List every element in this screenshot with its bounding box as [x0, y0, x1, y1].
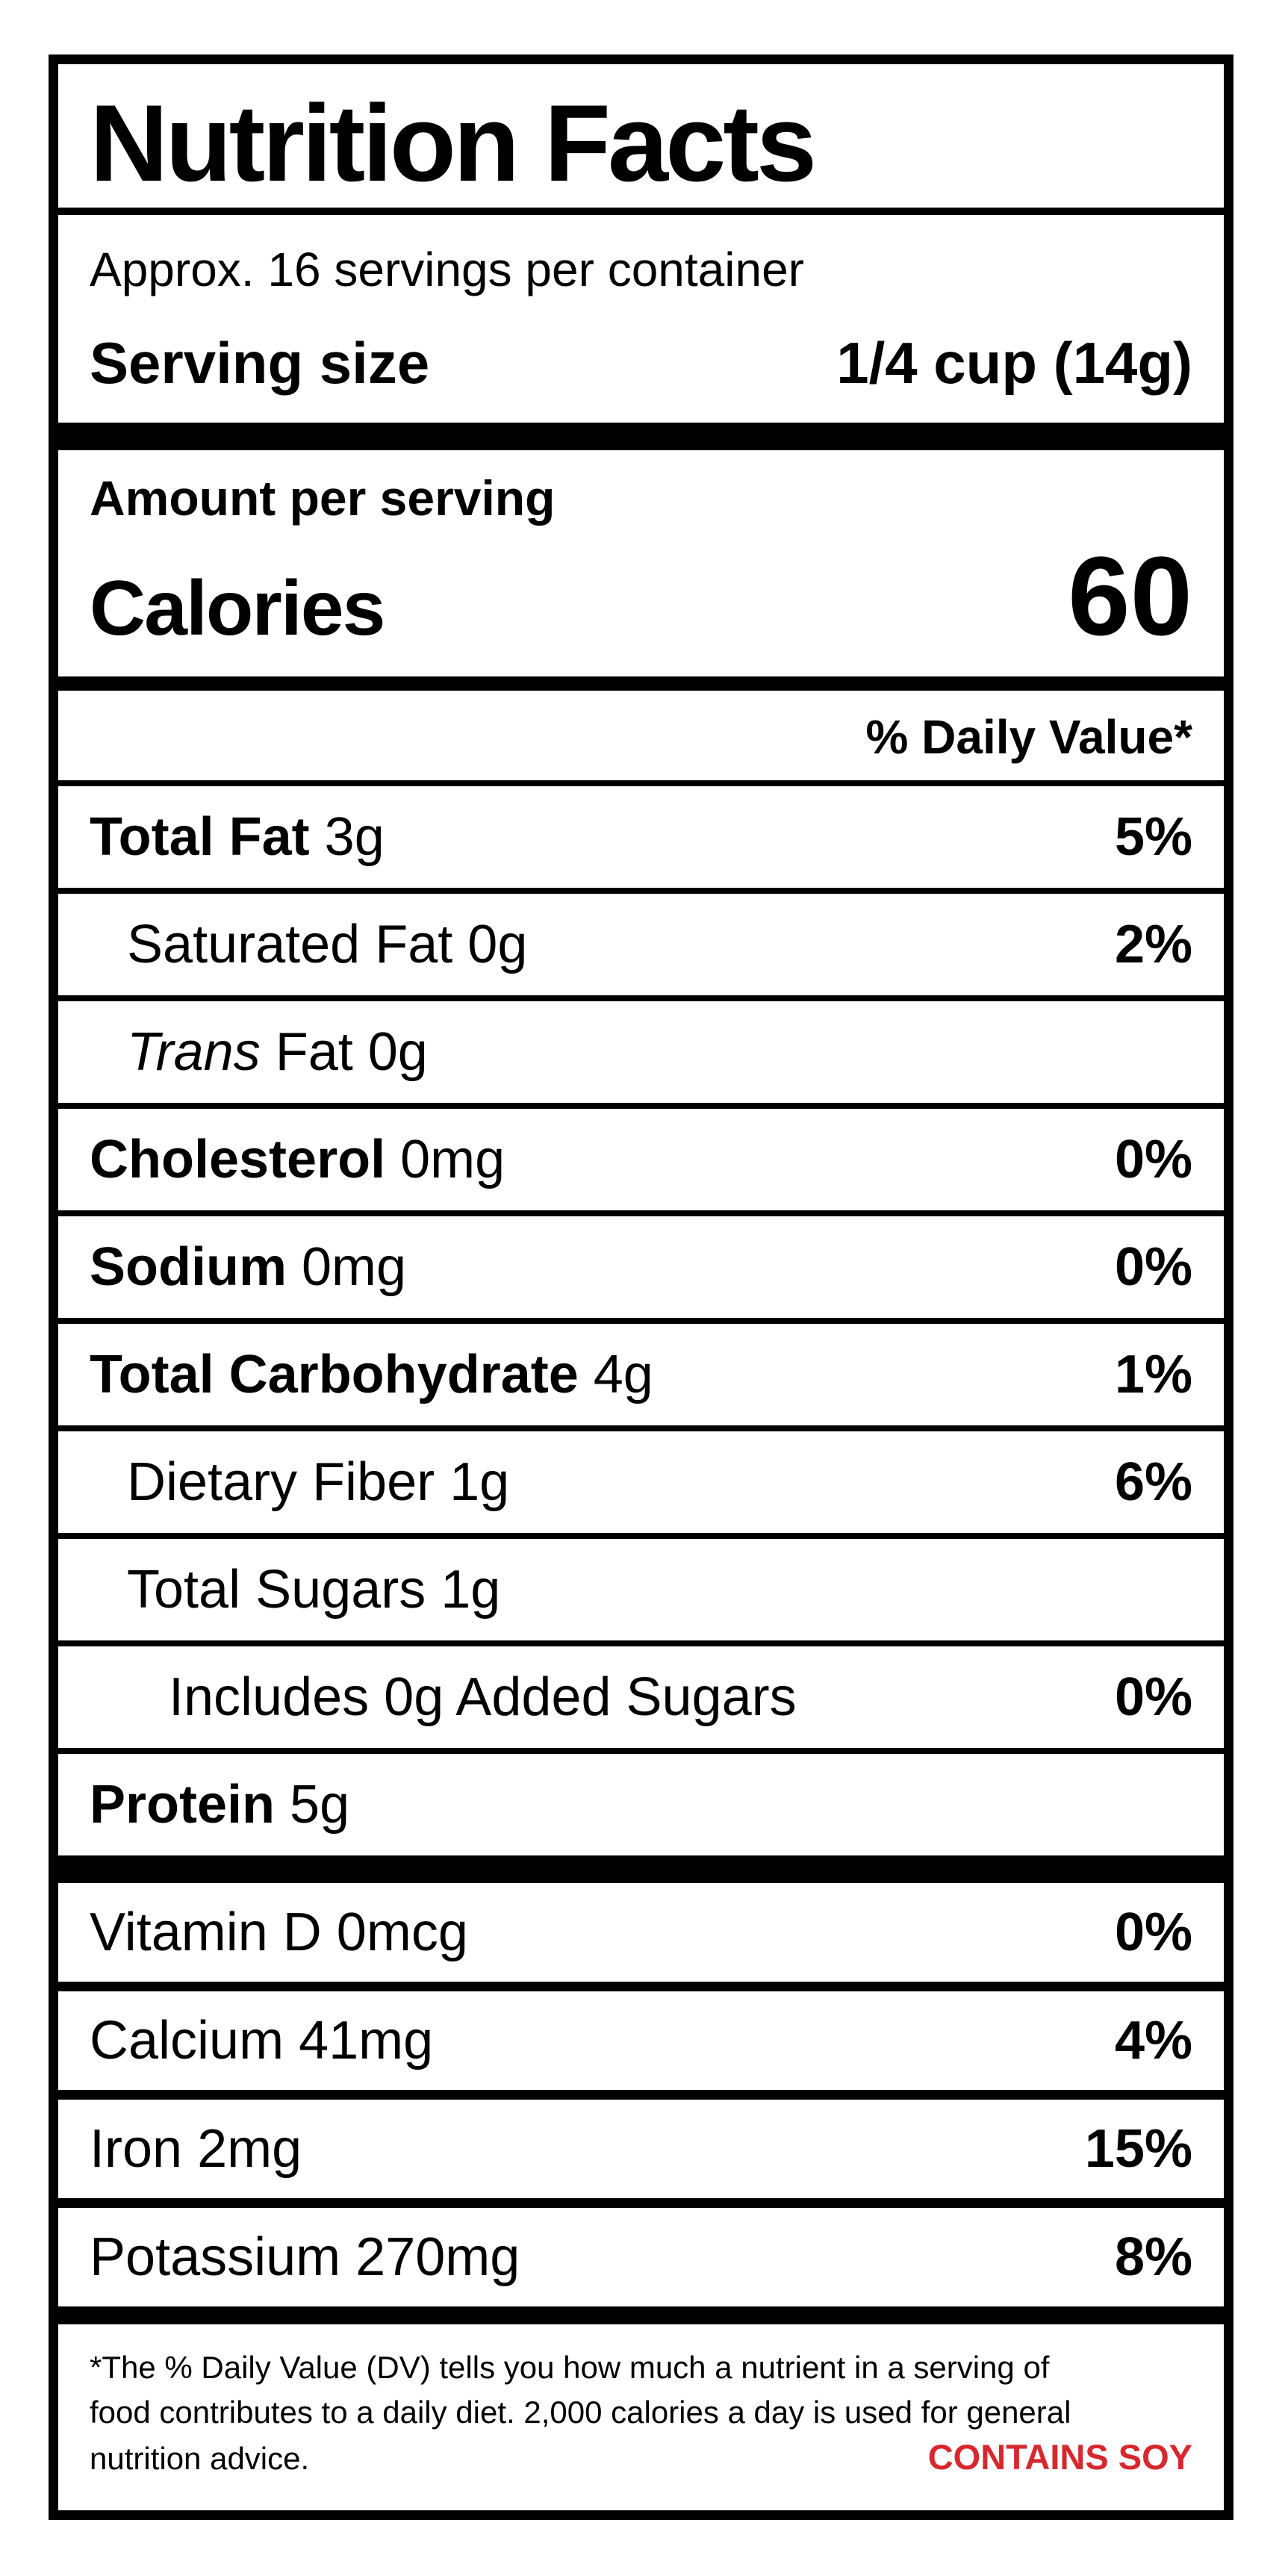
daily-value-percent: 0%	[1114, 1130, 1192, 1189]
daily-value-percent: 4%	[1114, 2011, 1192, 2071]
nutrient-row: Total Sugars 1g	[58, 1539, 1224, 1646]
amount-per-serving-label: Amount per serving	[90, 470, 556, 526]
allergen-statement: CONTAINS SOY	[927, 2437, 1192, 2477]
serving-section: Approx. 16 servings per container Servin…	[58, 215, 1224, 423]
nutrition-facts-label: Nutrition Facts Approx. 16 servings per …	[49, 55, 1233, 2520]
nutrient-name: Iron	[90, 2119, 183, 2179]
nutrient-amount: 3g	[324, 807, 385, 867]
footnote-line: food contributes to a daily diet. 2,000 …	[90, 2395, 1071, 2430]
title-section: Nutrition Facts	[58, 64, 1224, 215]
nutrient-name: Calcium	[90, 2011, 284, 2071]
footnote-last-line: nutrition advice. CONTAINS SOY	[90, 2435, 1192, 2481]
daily-value-percent: 5%	[1114, 807, 1192, 867]
nutrient-amount: 0mcg	[336, 1903, 468, 1962]
nutrient-name-amount: Trans Fat 0g	[127, 1021, 428, 1083]
nutrient-name-amount: Total Sugars 1g	[127, 1558, 500, 1621]
serving-size-row: Serving size 1/4 cup (14g)	[90, 329, 1192, 397]
calories-section: Amount per serving Calories 60	[58, 450, 1224, 676]
nutrient-name: Trans	[127, 1022, 261, 1082]
nutrient-row: Dietary Fiber 1g 6%	[58, 1431, 1224, 1539]
daily-value-percent: 2%	[1114, 915, 1192, 974]
thick-separator-bar	[58, 1855, 1224, 1883]
nutrient-name-amount: Total Carbohydrate 4g	[90, 1343, 653, 1406]
nutrient-name: Total Fat	[90, 807, 310, 867]
nutrition-facts-title: Nutrition Facts	[90, 82, 817, 204]
nutrient-name: Sodium	[90, 1237, 287, 1297]
nutrient-name-amount: Protein 5g	[90, 1773, 349, 1836]
nutrient-row: Trans Fat 0g	[58, 1001, 1224, 1109]
nutrient-name-amount: Dietary Fiber 1g	[127, 1451, 509, 1513]
nutrient-name: Dietary Fiber	[127, 1452, 435, 1512]
nutrient-amount: 0mg	[400, 1130, 505, 1189]
nutrient-amount: 5g	[290, 1775, 350, 1835]
calories-row: Calories 60	[90, 540, 1192, 665]
vitamin-row: Potassium 270mg 8%	[58, 2208, 1224, 2306]
nutrient-name: Protein	[90, 1775, 276, 1835]
nutrient-name-amount: Saturated Fat 0g	[127, 913, 527, 976]
vitamin-row: Iron 2mg 15%	[58, 2100, 1224, 2208]
nutrient-amount: 4g	[593, 1345, 653, 1404]
nutrient-row: Sodium 0mg 0%	[58, 1216, 1224, 1324]
vitamin-row: Vitamin D 0mcg 0%	[58, 1883, 1224, 1991]
nutrient-name: Includes 0g Added Sugars	[169, 1667, 797, 1727]
nutrient-amount: Fat 0g	[275, 1022, 428, 1082]
daily-value-percent: 15%	[1084, 2119, 1192, 2179]
nutrient-name: Saturated Fat	[127, 915, 453, 974]
footnote-line: *The % Daily Value (DV) tells you how mu…	[90, 2350, 1050, 2385]
nutrient-amount: 1g	[441, 1560, 501, 1620]
nutrient-row: Cholesterol 0mg 0%	[58, 1109, 1224, 1216]
nutrient-row: Total Fat 3g 5%	[58, 786, 1224, 894]
nutrient-amount: 0g	[467, 915, 528, 974]
nutrient-name-amount: Cholesterol 0mg	[90, 1128, 505, 1191]
servings-per-container: Approx. 16 servings per container	[90, 243, 804, 296]
footnote-section: *The % Daily Value (DV) tells you how mu…	[58, 2324, 1224, 2481]
nutrient-amount: 1g	[449, 1452, 510, 1512]
nutrient-row: Saturated Fat 0g 2%	[58, 894, 1224, 1001]
nutrient-name-amount: Vitamin D 0mcg	[90, 1903, 468, 1962]
daily-value-percent: 0%	[1114, 1667, 1192, 1727]
nutrient-row: Total Carbohydrate 4g 1%	[58, 1324, 1224, 1431]
nutrient-name: Cholesterol	[90, 1130, 386, 1189]
calories-value: 60	[1068, 533, 1192, 659]
footnote-line: nutrition advice.	[90, 2441, 310, 2476]
medium-separator-bar	[58, 676, 1224, 691]
nutrient-name: Total Carbohydrate	[90, 1345, 579, 1404]
calories-label: Calories	[90, 565, 385, 652]
nutrient-amount: 0mg	[302, 1237, 407, 1297]
nutrient-name: Vitamin D	[90, 1903, 322, 1962]
daily-value-header: % Daily Value*	[58, 691, 1224, 786]
vitamin-rows: Vitamin D 0mcg 0% Calcium 41mg 4% Iron 2mg 15…	[58, 1883, 1224, 2306]
daily-value-percent: 0%	[1114, 1237, 1192, 1297]
nutrient-row: Includes 0g Added Sugars 0%	[58, 1646, 1224, 1754]
nutrient-amount: 270mg	[355, 2227, 520, 2287]
nutrient-name-amount: Calcium 41mg	[90, 2011, 433, 2071]
nutrient-name: Total Sugars	[127, 1560, 426, 1620]
footnote-separator-bar	[58, 2306, 1224, 2324]
daily-value-percent: 8%	[1114, 2227, 1192, 2287]
nutrient-amount: 2mg	[197, 2119, 302, 2179]
nutrient-amount: 41mg	[299, 2011, 434, 2071]
thick-separator-bar	[58, 423, 1224, 450]
serving-size-value: 1/4 cup (14g)	[836, 330, 1192, 396]
nutrient-name-amount: Iron 2mg	[90, 2119, 302, 2179]
daily-value-percent: 1%	[1114, 1345, 1192, 1404]
serving-size-label: Serving size	[90, 330, 430, 396]
daily-value-percent: 6%	[1114, 1452, 1192, 1512]
nutrient-name-amount: Sodium 0mg	[90, 1236, 406, 1298]
daily-value-percent: 0%	[1114, 1903, 1192, 1962]
nutrient-name: Potassium	[90, 2227, 341, 2287]
nutrient-name-amount: Includes 0g Added Sugars	[169, 1666, 797, 1729]
nutrient-row: Protein 5g	[58, 1754, 1224, 1855]
vitamin-row: Calcium 41mg 4%	[58, 1991, 1224, 2100]
nutrient-rows: Total Fat 3g 5% Saturated Fat 0g 2% Trans Fa…	[58, 786, 1224, 1855]
nutrient-name-amount: Total Fat 3g	[90, 806, 385, 868]
nutrient-name-amount: Potassium 270mg	[90, 2227, 520, 2287]
